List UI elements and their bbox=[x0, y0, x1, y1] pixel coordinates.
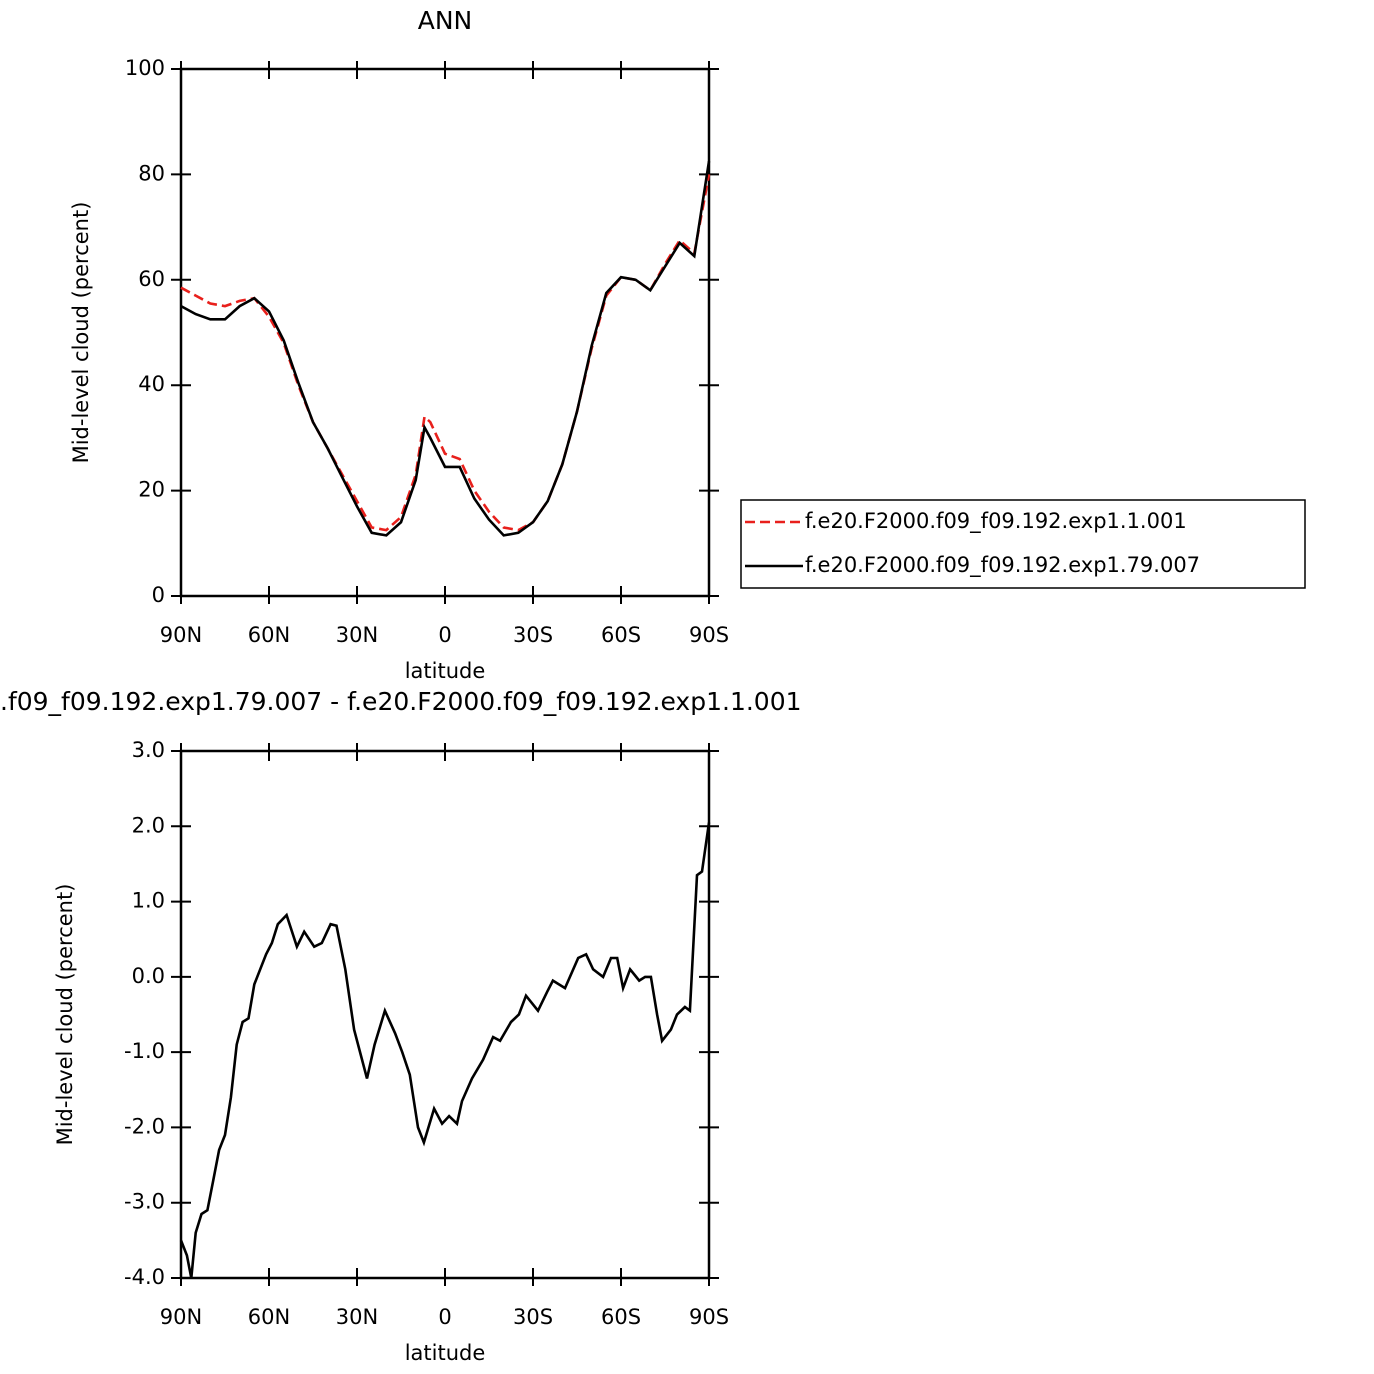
y-tick-label: 80 bbox=[138, 161, 165, 185]
x-tick-label: 0 bbox=[438, 1305, 451, 1329]
legend-label: f.e20.F2000.f09_f09.192.exp1.1.001 bbox=[805, 509, 1187, 534]
x-tick-label: 30N bbox=[336, 1305, 378, 1329]
y-tick-label: 40 bbox=[138, 372, 165, 396]
y-tick-label: 2.0 bbox=[132, 813, 165, 837]
legend-box bbox=[740, 499, 1306, 589]
x-tick-label: 60S bbox=[601, 623, 641, 647]
y-tick-label: -4.0 bbox=[124, 1265, 165, 1289]
y-tick-label: 20 bbox=[138, 478, 165, 502]
x-axis-label: latitude bbox=[405, 1341, 486, 1365]
y-tick-label: -3.0 bbox=[124, 1190, 165, 1214]
y-tick-label: 60 bbox=[138, 267, 165, 291]
chart-title: ANN bbox=[418, 6, 473, 35]
y-tick-label: 100 bbox=[125, 56, 165, 80]
y-tick-label: 1.0 bbox=[132, 889, 165, 913]
data-line bbox=[180, 161, 711, 537]
data-line bbox=[179, 822, 711, 1279]
x-tick-label: 90N bbox=[160, 1305, 202, 1329]
plot-frame bbox=[179, 67, 711, 598]
legend-label: f.e20.F2000.f09_f09.192.exp1.79.007 bbox=[805, 553, 1200, 578]
data-line bbox=[180, 174, 711, 532]
x-tick-label: 60N bbox=[248, 1305, 290, 1329]
x-tick-label: 0 bbox=[438, 623, 451, 647]
y-tick-label: -1.0 bbox=[124, 1039, 165, 1063]
x-tick-label: 30S bbox=[513, 623, 553, 647]
x-tick-label: 30N bbox=[336, 623, 378, 647]
x-axis-label: latitude bbox=[405, 659, 486, 683]
x-tick-label: 90S bbox=[689, 623, 729, 647]
y-tick-label: -2.0 bbox=[124, 1114, 165, 1138]
x-tick-label: 90S bbox=[689, 1305, 729, 1329]
x-tick-label: 30S bbox=[513, 1305, 553, 1329]
chart-title: .f09_f09.192.exp1.79.007 - f.e20.F2000.f… bbox=[0, 687, 802, 716]
y-tick-label: 0.0 bbox=[132, 964, 165, 988]
x-tick-label: 60S bbox=[601, 1305, 641, 1329]
x-tick-label: 60N bbox=[248, 623, 290, 647]
y-tick-label: 3.0 bbox=[132, 738, 165, 762]
y-axis-label: Mid-level cloud (percent) bbox=[69, 202, 93, 464]
y-tick-label: 0 bbox=[152, 583, 165, 607]
plot-frame bbox=[179, 749, 711, 1280]
x-tick-label: 90N bbox=[160, 623, 202, 647]
y-axis-label: Mid-level cloud (percent) bbox=[53, 884, 77, 1146]
